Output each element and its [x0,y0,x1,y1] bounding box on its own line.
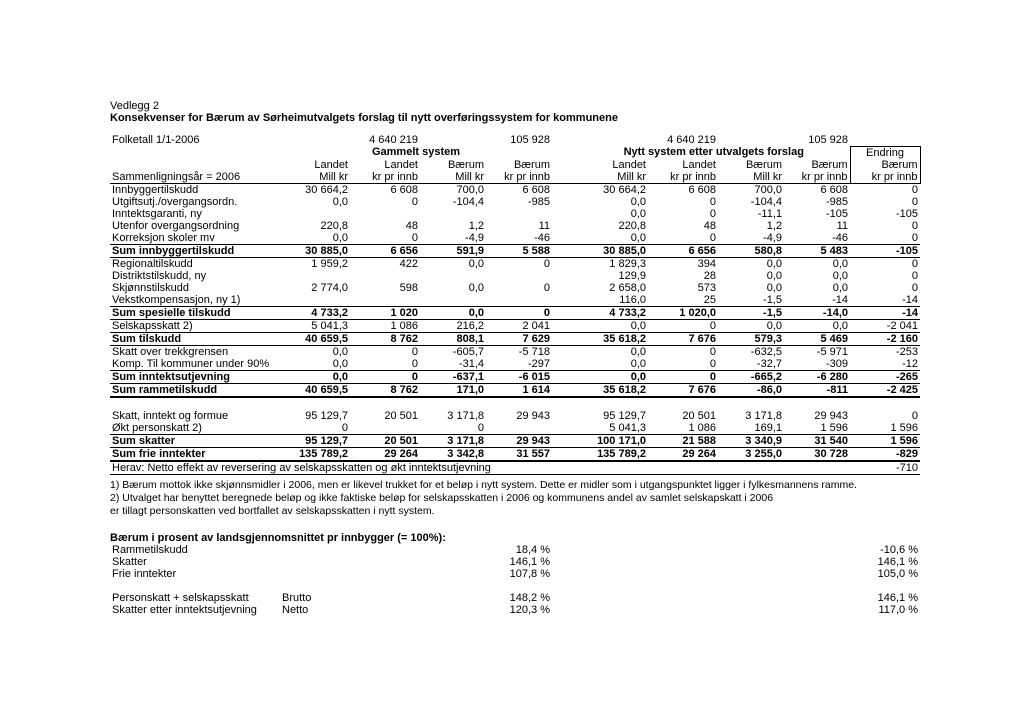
heading1: Vedlegg 2 [110,100,914,112]
footnotes: 1) Bærum mottok ikke skjønnsmidler i 200… [110,479,914,518]
main-table: Folketall 1/1-20064 640 219105 9284 640 … [110,134,921,475]
pct-title: Bærum i prosent av landsgjennomsnittet p… [110,532,914,544]
heading2: Konsekvenser for Bærum av Sørheimutvalge… [110,112,914,124]
pct-table: Rammetilskudd18,4 %-10,6 %Skatter146,1 %… [110,544,920,616]
